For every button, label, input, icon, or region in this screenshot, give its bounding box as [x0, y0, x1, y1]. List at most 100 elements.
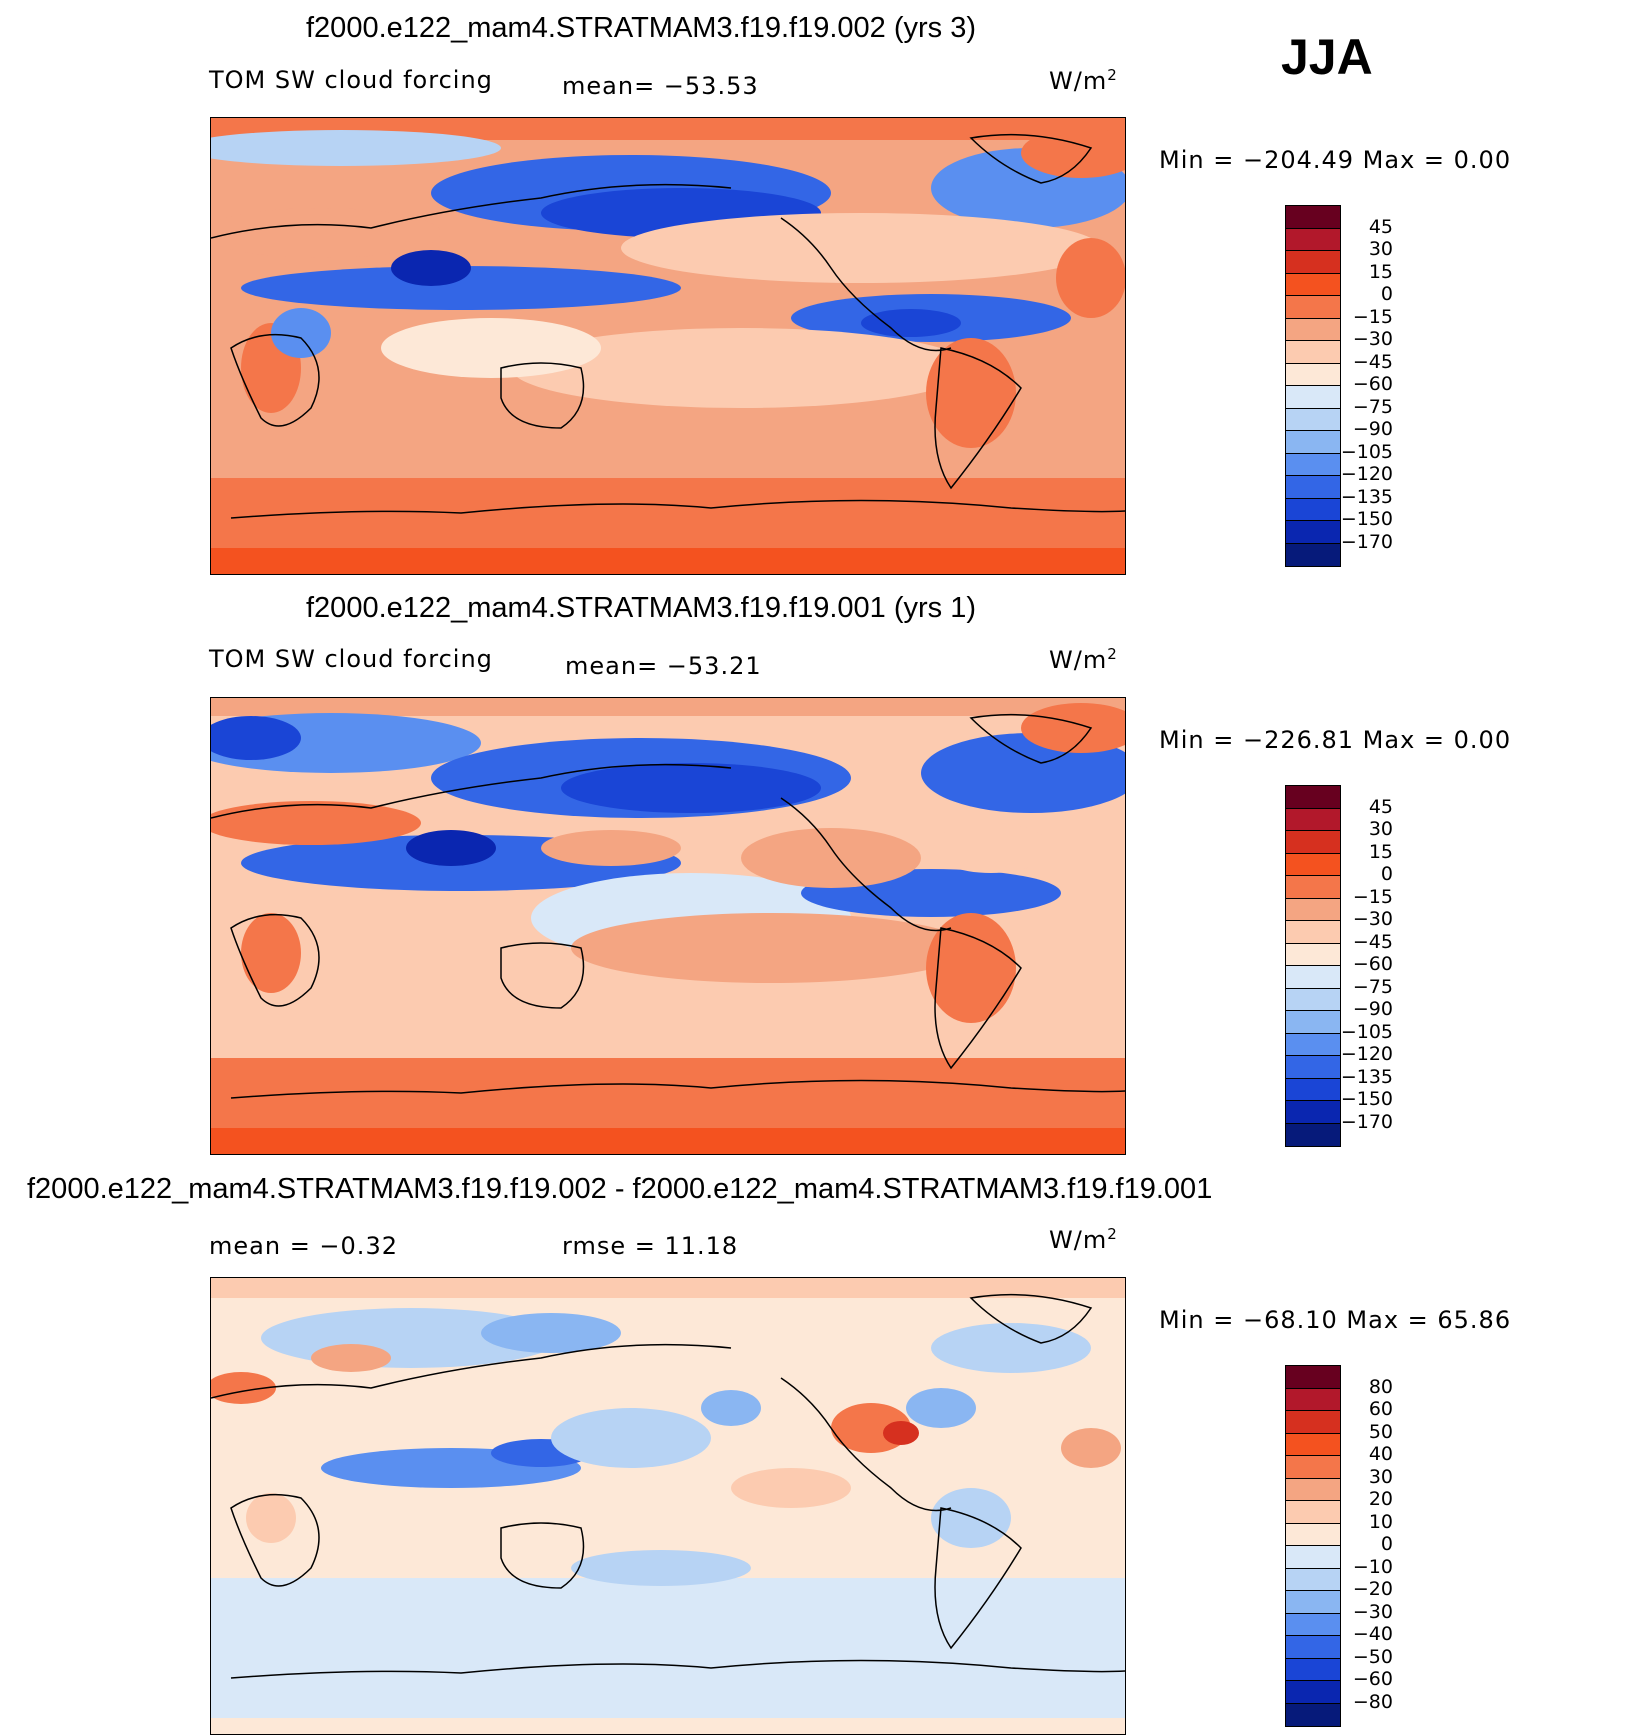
- colorbar-segment: [1286, 453, 1340, 476]
- colorbar-segment: [1286, 341, 1340, 364]
- colorbar-segment: [1286, 408, 1340, 431]
- colorbar-tick-label: 80: [1368, 1375, 1393, 1398]
- colorbar-segment: [1286, 498, 1340, 521]
- colorbar-tick-label: 30: [1368, 1465, 1393, 1488]
- colorbar-segment: [1286, 1523, 1340, 1546]
- panel-3-field: [211, 1278, 1125, 1734]
- colorbar-tick-label: 15: [1368, 840, 1393, 863]
- colorbar-segment: [1286, 251, 1340, 274]
- colorbar-tick-label: −15: [1352, 885, 1393, 908]
- colorbar-tick-label: −170: [1340, 1110, 1393, 1133]
- colorbar-segment: [1286, 1366, 1340, 1389]
- panel-3-map: [210, 1277, 1126, 1735]
- colorbar-tick-label: −80: [1352, 1690, 1393, 1713]
- colorbar-tick-label: 60: [1368, 1398, 1393, 1420]
- colorbar-tick-label: −90: [1352, 998, 1393, 1020]
- colorbar-segment: [1286, 318, 1340, 341]
- colorbar-segment: [1286, 296, 1340, 319]
- colorbar-tick-label: −170: [1340, 530, 1393, 553]
- colorbar-tick-label: −75: [1352, 395, 1393, 418]
- colorbar-tick-label: −40: [1352, 1623, 1393, 1645]
- colorbar-segment: [1286, 1591, 1340, 1614]
- colorbar-tick-label: −45: [1352, 350, 1393, 373]
- panel-2-units: W/m2: [1049, 645, 1118, 674]
- colorbar-tick-label: −20: [1352, 1578, 1393, 1600]
- panel-2-title: f2000.e122_mam4.STRATMAM3.f19.f19.001 (y…: [306, 592, 976, 624]
- colorbar-segment: [1286, 1501, 1340, 1524]
- colorbar-segment: [1286, 988, 1340, 1011]
- colorbar-tick-label: −90: [1352, 418, 1393, 440]
- colorbar-segment: [1286, 273, 1340, 296]
- colorbar-segment: [1286, 853, 1340, 876]
- panel-1-mean: mean= −53.53: [562, 72, 759, 100]
- colorbar-segment: [1286, 1546, 1340, 1569]
- colorbar-segment: [1286, 1433, 1340, 1456]
- colorbar-segment: [1286, 1011, 1340, 1034]
- panel-3-rmse: rmse = 11.18: [562, 1232, 739, 1260]
- colorbar-tick-label: 45: [1368, 795, 1393, 818]
- panel-3-units: W/m2: [1049, 1225, 1118, 1254]
- panel-3-title: f2000.e122_mam4.STRATMAM3.f19.f19.002 - …: [27, 1173, 1213, 1205]
- colorbar-segment: [1286, 206, 1340, 229]
- colorbar-tick-label: −30: [1352, 1600, 1393, 1623]
- colorbar-segment: [1286, 1101, 1340, 1124]
- colorbar-tick-label: 0: [1380, 863, 1393, 885]
- colorbar-segment: [1286, 543, 1340, 566]
- panel-1-field: [211, 118, 1125, 574]
- colorbar-tick-label: −60: [1352, 953, 1393, 975]
- colorbar-tick-label: −150: [1340, 1088, 1393, 1110]
- colorbar-segment: [1286, 786, 1340, 809]
- colorbar-segment: [1286, 808, 1340, 831]
- panel-3-mean: mean = −0.32: [209, 1232, 398, 1260]
- panel-3-minmax: Min = −68.10 Max = 65.86: [1159, 1306, 1512, 1334]
- colorbar-tick-label: 50: [1368, 1420, 1393, 1443]
- colorbar-tick-label: −120: [1340, 463, 1393, 485]
- colorbar-tick-label: −15: [1352, 305, 1393, 328]
- colorbar-segment: [1286, 1658, 1340, 1681]
- panel-1-map: [210, 117, 1126, 575]
- colorbar-tick-label: −50: [1352, 1645, 1393, 1668]
- colorbar-segment: [1286, 943, 1340, 966]
- colorbar-segment: [1286, 476, 1340, 499]
- colorbar-segment: [1286, 386, 1340, 409]
- colorbar-tick-label: −135: [1340, 1065, 1393, 1088]
- season-label: JJA: [1281, 29, 1373, 85]
- panel-1-variable: TOM SW cloud forcing: [209, 66, 493, 94]
- colorbar-tick-label: −105: [1340, 440, 1393, 463]
- colorbar-segment: [1286, 228, 1340, 251]
- colorbar-segment: [1286, 898, 1340, 921]
- panel-2-colorbar: [1285, 785, 1341, 1147]
- colorbar-segment: [1286, 1388, 1340, 1411]
- panel-2-mean: mean= −53.21: [565, 652, 762, 680]
- colorbar-tick-label: 40: [1368, 1443, 1393, 1465]
- panel-2-variable: TOM SW cloud forcing: [209, 645, 493, 673]
- panel-1-minmax: Min = −204.49 Max = 0.00: [1159, 146, 1512, 174]
- colorbar-segment: [1286, 1568, 1340, 1591]
- colorbar-segment: [1286, 966, 1340, 989]
- colorbar-tick-label: −135: [1340, 485, 1393, 508]
- colorbar-segment: [1286, 921, 1340, 944]
- colorbar-segment: [1286, 1033, 1340, 1056]
- panel-1-units: W/m2: [1049, 66, 1118, 95]
- panel-1-title: f2000.e122_mam4.STRATMAM3.f19.f19.002 (y…: [306, 12, 976, 44]
- colorbar-tick-label: −10: [1352, 1555, 1393, 1578]
- colorbar-segment: [1286, 1613, 1340, 1636]
- colorbar-segment: [1286, 1078, 1340, 1101]
- colorbar-segment: [1286, 431, 1340, 454]
- colorbar-tick-label: 45: [1368, 215, 1393, 238]
- colorbar-tick-label: −60: [1352, 373, 1393, 395]
- colorbar-tick-label: 15: [1368, 260, 1393, 283]
- colorbar-tick-label: 0: [1380, 283, 1393, 305]
- panel-3-colorbar: [1285, 1365, 1341, 1727]
- colorbar-tick-label: −120: [1340, 1043, 1393, 1065]
- colorbar-tick-label: 0: [1380, 1533, 1393, 1555]
- colorbar-tick-label: 20: [1368, 1488, 1393, 1510]
- colorbar-segment: [1286, 1478, 1340, 1501]
- colorbar-tick-label: −30: [1352, 328, 1393, 350]
- colorbar-segment: [1286, 521, 1340, 544]
- colorbar-segment: [1286, 1681, 1340, 1704]
- colorbar-segment: [1286, 363, 1340, 386]
- panel-2-map: [210, 697, 1126, 1155]
- colorbar-segment: [1286, 876, 1340, 899]
- colorbar-segment: [1286, 831, 1340, 854]
